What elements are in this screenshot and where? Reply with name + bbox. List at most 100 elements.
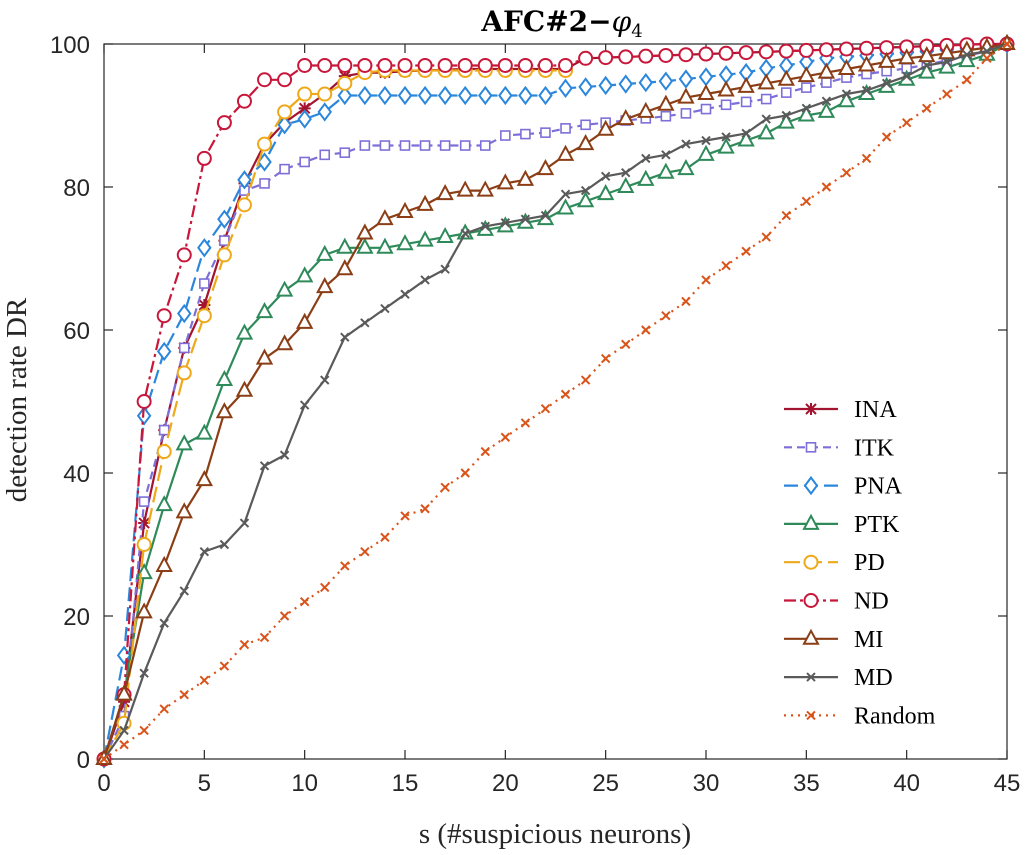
y-tick-label: 80 [63,175,90,202]
data-point-mi [897,48,916,65]
data-point-pna [618,74,633,94]
data-point-random [380,532,390,543]
data-point-md [139,668,149,678]
data-point-random [580,375,591,385]
data-point-itk [138,496,150,507]
data-point-mi [175,502,193,519]
data-point-pna [317,102,332,122]
x-tick-label: 40 [893,770,920,797]
legend-marker-ptk [802,513,820,530]
x-tick-label: 25 [592,770,619,797]
data-point-md [600,171,611,181]
data-point-itk [299,156,310,168]
data-point-itk [580,119,591,131]
data-point-md [520,214,531,224]
data-point-mi [576,133,595,151]
data-point-pd [196,308,212,324]
data-point-ptk [155,495,173,512]
data-point-pna [437,85,453,106]
data-point-itk [520,128,531,140]
data-point-pna [377,85,393,106]
data-point-md [681,139,691,149]
data-point-itk [459,140,471,151]
data-point-mi [396,201,414,219]
data-point-ina [198,298,211,311]
data-point-md [159,618,169,628]
data-point-random [480,446,490,457]
legend-marker-nd [803,593,819,608]
data-point-random [741,246,751,257]
legend-marker-ina [805,403,817,415]
data-point-pna [297,109,312,129]
data-point-ptk [316,244,334,261]
data-point-md [239,518,250,528]
data-point-random [962,75,972,85]
data-point-mi [737,76,755,93]
data-point-pd [257,136,273,152]
data-point-mi [476,180,494,197]
data-point-ptk [556,198,575,215]
svg-text:AFC#2−φ4: AFC#2−φ4 [480,5,642,42]
data-point-mi [657,94,675,111]
series-nd [96,36,1015,767]
x-tick-label: 0 [97,770,110,797]
data-point-random [721,260,731,271]
y-tick-label: 40 [63,461,90,488]
legend-marker-mi [802,628,820,645]
data-point-mi [677,87,695,104]
chart-title: AFC#2−φ4 [480,5,642,42]
data-point-nd [397,57,413,73]
data-point-mi [316,276,334,294]
data-point-itk [399,140,411,151]
data-point-mi [757,73,775,90]
data-point-pna [277,115,292,135]
data-point-random [520,418,531,428]
data-point-mi [215,402,234,419]
data-point-mi [637,101,655,118]
data-point-nd [297,57,313,73]
data-point-itk [881,65,892,77]
data-point-md [480,221,490,232]
data-point-mi [857,55,876,72]
series-line-nd [102,42,1007,760]
y-tick-label: 60 [63,318,90,345]
data-point-ptk [396,234,414,251]
data-point-itk [178,342,190,354]
data-point-mi [456,180,474,197]
legend-label-itk: ITK [854,435,895,461]
data-point-mi [697,83,715,101]
legend-label-mi: MI [854,627,883,653]
data-point-md [299,400,310,410]
data-point-pna [397,85,413,106]
data-point-nd [758,44,774,60]
data-point-random [440,482,450,493]
x-tick-label: 30 [693,770,720,797]
data-point-nd [216,115,232,131]
legend-label-pna: PNA [854,474,903,500]
data-point-random [99,754,109,764]
data-point-itk [780,87,792,98]
x-tick-label: 35 [793,770,820,797]
data-point-pna [357,85,373,106]
data-point-mi [496,173,515,190]
data-point-mi [255,348,274,365]
data-point-ptk [677,159,695,176]
data-point-itk [279,163,290,175]
axes: 0 5 10 15 20 25 30 35 40 45 0 20 40 60 80 100 [50,32,1020,797]
data-point-pna [478,85,493,106]
data-point-nd [477,57,493,73]
data-point-random [239,639,250,650]
data-point-mi [115,684,133,701]
data-point-random [781,210,791,221]
data-point-md [861,85,872,96]
data-point-itk [821,77,832,88]
data-point-md [801,103,812,114]
data-point-itk [199,278,210,289]
data-point-md [179,586,189,596]
data-point-random [159,704,169,714]
data-point-nd [638,48,654,64]
data-point-random [219,661,230,671]
data-point-random [621,339,631,350]
data-point-ptk [958,51,976,68]
data-point-nd [598,50,614,66]
